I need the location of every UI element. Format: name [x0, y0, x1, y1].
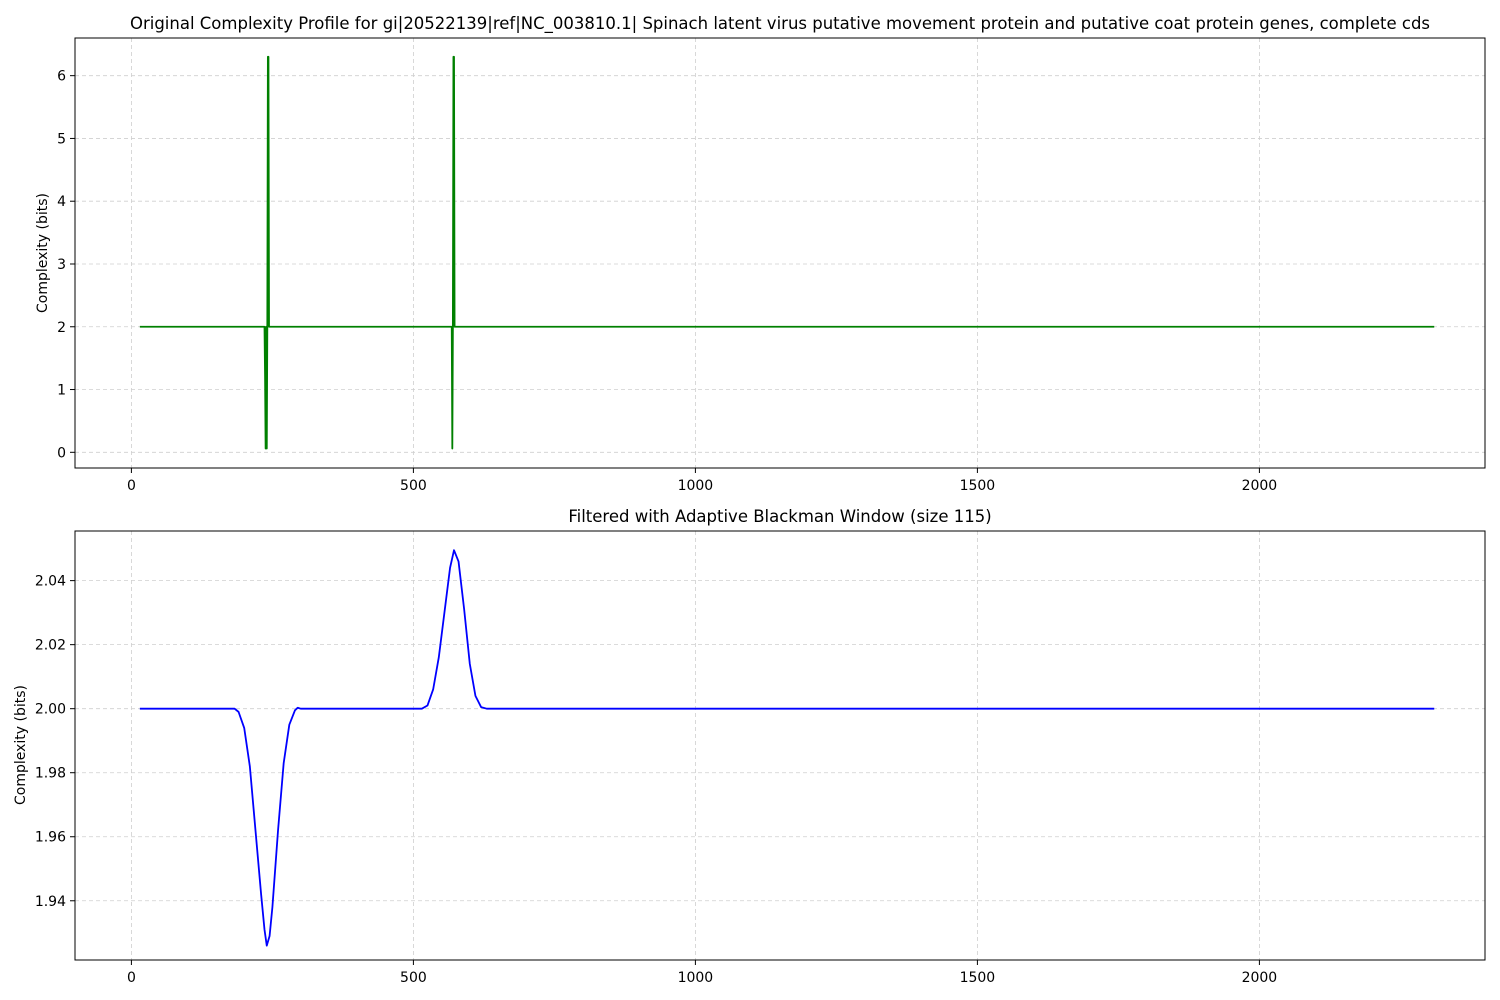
- chart-bottom: Filtered with Adaptive Blackman Window (…: [13, 507, 1486, 986]
- chart-bottom-y-tick-label-5: 2.04: [35, 574, 66, 590]
- chart-top-y-tick-label-0: 0: [57, 445, 66, 461]
- chart-top-series-line-0: [139, 55, 1435, 450]
- chart-bottom-series-line-0: [139, 549, 1435, 947]
- chart-top-axes-frame: [74, 37, 1486, 469]
- chart-top-y-axis-label: Complexity (bits): [35, 193, 51, 313]
- chart-top-plot-area: 0 500 1000 1500 2000 0 1 2 3 4 5 6: [57, 37, 1486, 494]
- chart-bottom-plot-area: 0 500 1000 1500 2000 1.94 1.96 1.98 2.00 2.02 2.04: [35, 530, 1486, 986]
- chart-top-x-tick-label-3: 1500: [960, 478, 996, 494]
- chart-top-x-tick-label-2: 1000: [678, 478, 714, 494]
- chart-bottom-axes-frame: [74, 530, 1486, 961]
- chart-top-y-tick-label-6: 6: [57, 69, 66, 85]
- chart-bottom-x-tick-label-4: 2000: [1242, 970, 1278, 986]
- chart-bottom-x-tick-label-0: 0: [127, 970, 136, 986]
- chart-top-x-tick-label-1: 500: [400, 478, 427, 494]
- chart-bottom-x-tick-label-2: 1000: [678, 970, 714, 986]
- chart-bottom-title: Filtered with Adaptive Blackman Window (…: [568, 507, 991, 526]
- chart-top-title: Original Complexity Profile for gi|20522…: [130, 14, 1430, 34]
- chart-bottom-y-axis-label: Complexity (bits): [13, 685, 29, 805]
- chart-bottom-y-tick-label-2: 1.98: [35, 766, 66, 782]
- chart-top-x-tick-label-0: 0: [127, 478, 136, 494]
- chart-top-y-tick-label-5: 5: [57, 131, 66, 147]
- chart-top-x-tick-label-4: 2000: [1242, 478, 1278, 494]
- chart-top-y-tick-label-4: 4: [57, 194, 66, 210]
- chart-top-y-tick-label-1: 1: [57, 383, 66, 399]
- chart-top-y-tick-label-2: 2: [57, 320, 66, 336]
- chart-bottom-y-tick-label-1: 1.96: [35, 830, 66, 846]
- chart-bottom-y-tick-label-3: 2.00: [35, 702, 66, 718]
- chart-top-y-tick-label-3: 3: [57, 257, 66, 273]
- chart-top: Original Complexity Profile for gi|20522…: [35, 14, 1486, 494]
- chart-bottom-y-tick-label-0: 1.94: [35, 894, 66, 910]
- chart-bottom-x-tick-label-3: 1500: [960, 970, 996, 986]
- chart-bottom-y-tick-label-4: 2.02: [35, 638, 66, 654]
- chart-bottom-x-tick-label-1: 500: [400, 970, 427, 986]
